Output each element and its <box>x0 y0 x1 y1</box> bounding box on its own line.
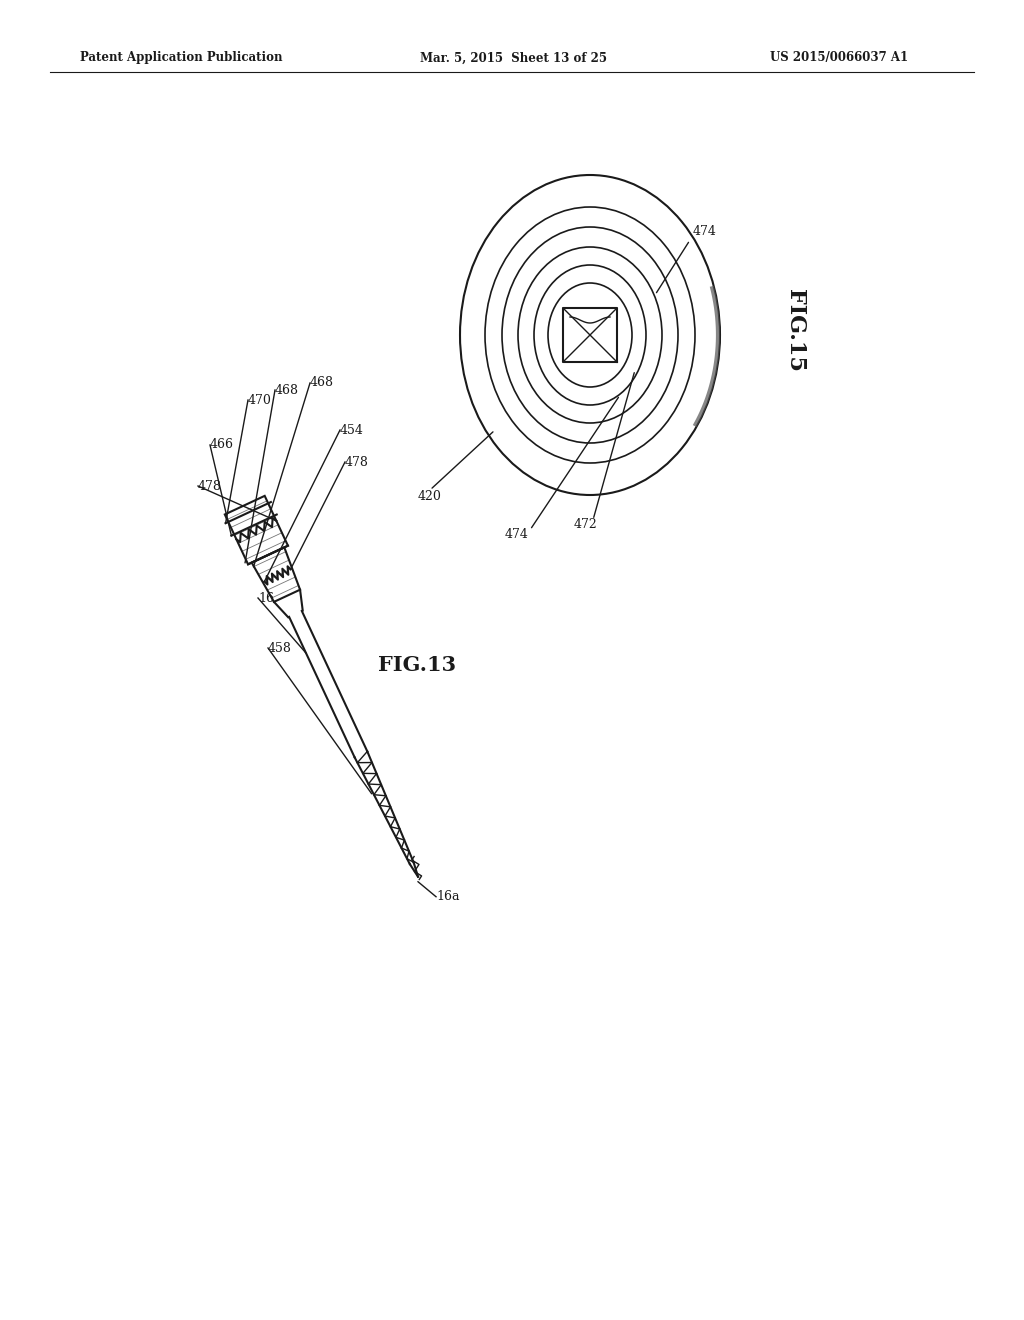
Text: FIG.15: FIG.15 <box>784 289 806 371</box>
Text: 454: 454 <box>340 424 364 437</box>
Text: 472: 472 <box>574 517 598 531</box>
Text: 468: 468 <box>275 384 299 396</box>
Text: FIG.13: FIG.13 <box>378 655 456 675</box>
Text: 16a: 16a <box>436 890 460 903</box>
Text: 466: 466 <box>210 438 234 451</box>
Text: 458: 458 <box>268 642 292 655</box>
Text: 474: 474 <box>693 224 717 238</box>
Text: Mar. 5, 2015  Sheet 13 of 25: Mar. 5, 2015 Sheet 13 of 25 <box>420 51 607 65</box>
Text: 468: 468 <box>310 376 334 389</box>
Text: 478: 478 <box>198 479 222 492</box>
Text: US 2015/0066037 A1: US 2015/0066037 A1 <box>770 51 908 65</box>
Text: 420: 420 <box>418 490 442 503</box>
Text: 470: 470 <box>248 393 272 407</box>
Text: 474: 474 <box>505 528 528 541</box>
Text: Patent Application Publication: Patent Application Publication <box>80 51 283 65</box>
Text: 478: 478 <box>345 455 369 469</box>
Text: 16: 16 <box>258 591 274 605</box>
